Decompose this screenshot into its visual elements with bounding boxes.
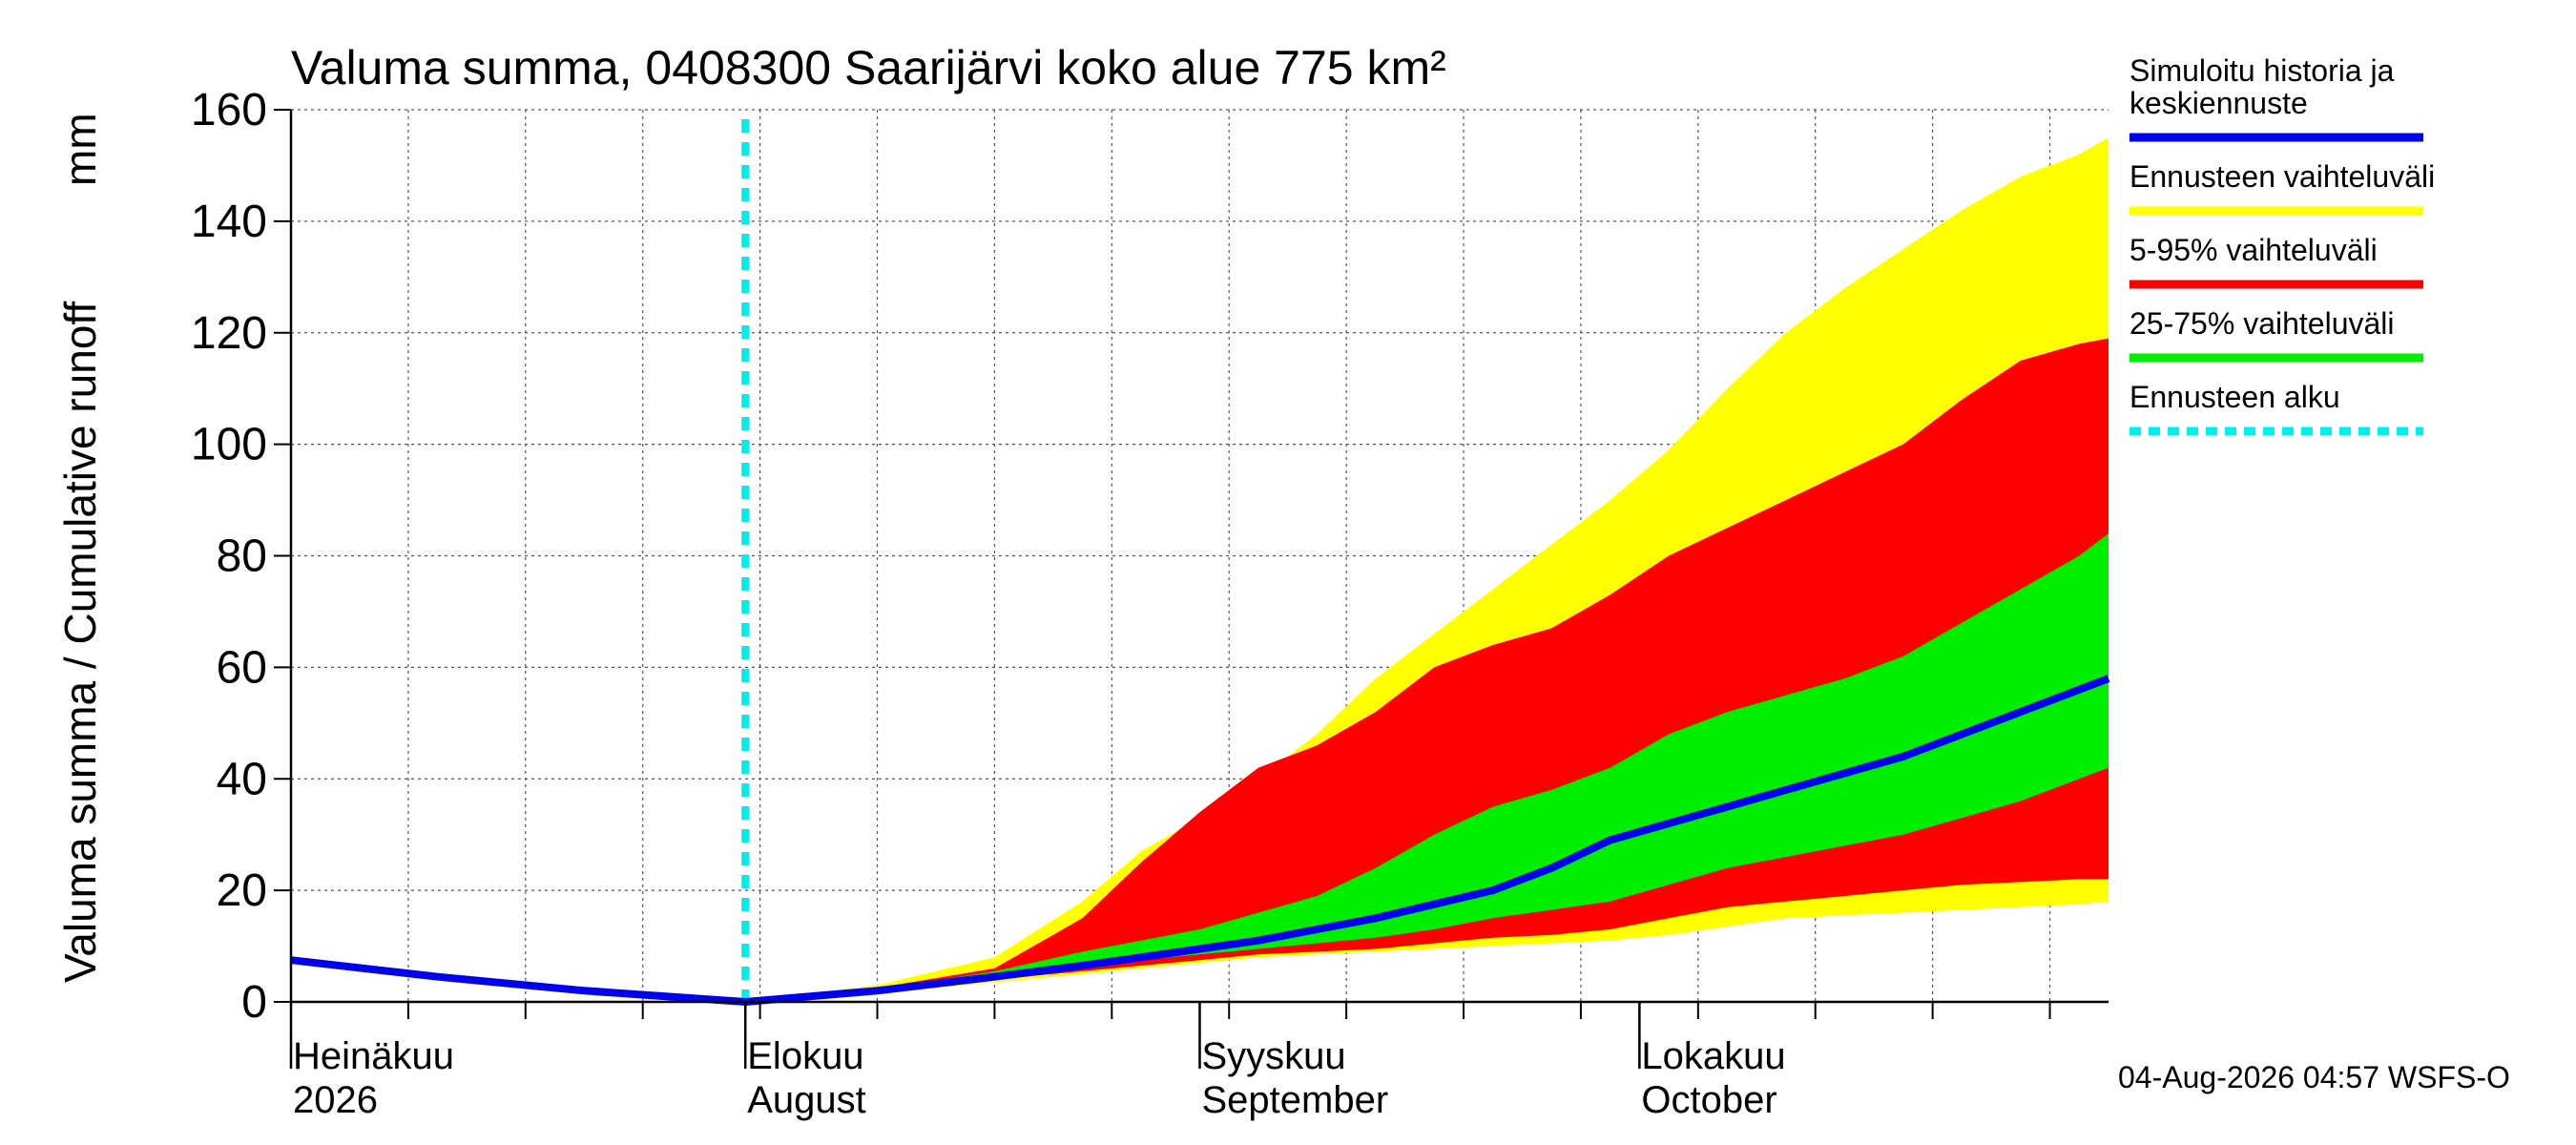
x-month-label: Lokakuu [1641, 1035, 1785, 1077]
legend-label-line2: keskiennuste [2129, 86, 2308, 120]
y-tick-label: 40 [217, 754, 267, 804]
legend-label: 5-95% vaihteluväli [2129, 233, 2378, 267]
legend-label: Simuloitu historia ja [2129, 53, 2395, 88]
forecast-bands [745, 137, 2109, 1003]
series-mean-line [290, 675, 2110, 1006]
y-axis-unit: mm [55, 113, 105, 186]
axes [274, 109, 2109, 1069]
x-month-sublabel: October [1641, 1079, 1776, 1121]
x-month-sublabel: August [747, 1079, 866, 1121]
legend-label: Ennusteen alku [2129, 380, 2340, 414]
y-ticks: 0 20 40 60 80 100 120 140 160 [191, 85, 267, 1028]
y-tick-label: 120 [191, 308, 267, 359]
legend-label: Ennusteen vaihteluväli [2129, 159, 2435, 194]
chart-title: Valuma summa, 0408300 Saarijärvi koko al… [291, 41, 1446, 94]
y-tick-label: 140 [191, 197, 267, 247]
y-tick-label: 160 [191, 85, 267, 135]
x-month-label: Elokuu [747, 1035, 863, 1077]
timestamp-footer: 04-Aug-2026 04:57 WSFS-O [2118, 1060, 2510, 1094]
y-tick-label: 0 [241, 977, 267, 1028]
y-tick-label: 100 [191, 420, 267, 470]
y-tick-label: 20 [217, 865, 267, 916]
series [290, 119, 2110, 1006]
y-tick-label: 60 [217, 642, 267, 693]
x-month-label: Syyskuu [1202, 1035, 1346, 1077]
legend-label: 25-75% vaihteluväli [2129, 306, 2395, 341]
x-month-sublabel: September [1202, 1079, 1389, 1121]
x-month-sublabel: 2026 [293, 1079, 378, 1121]
x-month-label: Heinäkuu [293, 1035, 454, 1077]
y-axis-label: Valuma summa / Cumulative runoff [55, 302, 105, 983]
y-tick-label: 80 [217, 531, 267, 582]
